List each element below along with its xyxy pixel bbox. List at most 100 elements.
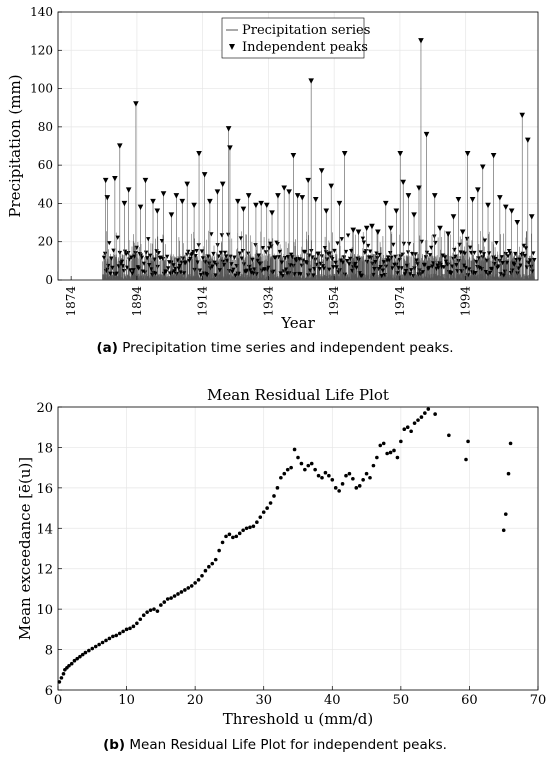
chart-a-peak-marker-minor	[131, 268, 136, 273]
chart-b-point	[220, 540, 225, 545]
chart-a-y-tick-label: 40	[38, 196, 53, 210]
chart-a-peak-marker-minor	[500, 260, 505, 266]
chart-b-point	[138, 617, 143, 622]
chart-a-peak-marker	[179, 198, 186, 205]
chart-b-point	[419, 415, 424, 419]
chart-a-peak-marker-minor	[462, 251, 468, 256]
chart-a-peak-marker-minor	[396, 265, 401, 271]
chart-a-x-tick-label: 1994	[459, 286, 473, 317]
chart-a-peak-marker-minor	[298, 272, 303, 277]
chart-a-peak-marker-minor	[478, 250, 483, 255]
chart-b-point	[344, 473, 348, 478]
chart-a-peak-marker	[519, 112, 526, 119]
chart-a-peak-marker-minor	[223, 254, 229, 259]
chart-a-peak-marker-minor	[142, 270, 148, 275]
chart-b-point	[258, 515, 263, 519]
chart-a-ticks: 0 20 40 60 80 100 120 140 1874 1894 1914 1934 1954 19…	[30, 5, 473, 317]
chart-b-point	[395, 455, 400, 460]
chart-a-peak-marker	[104, 195, 111, 201]
chart-a-peak-marker	[393, 208, 400, 214]
chart-a-peak-marker-minor	[130, 271, 135, 276]
chart-a-peak-marker-minor	[314, 262, 319, 267]
chart-a-peak-marker-minor	[171, 263, 176, 268]
chart-b-point	[506, 471, 511, 476]
chart-a-peak-marker-minor	[420, 270, 425, 275]
chart-a-peak-marker-minor	[438, 262, 443, 268]
chart-a-peak-marker-minor	[527, 258, 533, 263]
chart-b-point	[426, 407, 431, 411]
chart-a-x-axis-label: Year	[280, 314, 315, 332]
chart-a-peak-marker-minor	[133, 251, 138, 256]
chart-a-peak-marker-minor	[126, 251, 131, 256]
chart-a-peak-marker-minor	[129, 255, 134, 260]
chart-b-point	[385, 451, 389, 456]
chart-a-peak-marker-minor	[402, 272, 408, 277]
chart-b-point	[464, 457, 468, 462]
chart-a-peak-marker-minor	[136, 266, 141, 271]
chart-a-peak-marker	[464, 151, 471, 157]
chart-b-point	[423, 411, 427, 415]
chart-a-peak-marker	[514, 219, 521, 226]
chart-a-peak-marker	[437, 225, 443, 232]
chart-a-peak-marker-minor	[120, 264, 126, 269]
chart-b-point	[303, 467, 307, 472]
chart-a-peak-marker-minor	[414, 258, 419, 263]
chart-a-peak-marker	[207, 198, 213, 205]
chart-a-peak-marker-minor	[300, 258, 306, 263]
chart-a-peak-marker-minor	[507, 251, 513, 256]
chart-a-peak-marker-minor	[335, 241, 340, 246]
chart-b-point	[392, 448, 396, 453]
chart-b-point	[207, 564, 211, 569]
chart-a-peak-marker-minor	[237, 251, 242, 256]
chart-a-x-tick-label: 1954	[327, 286, 341, 317]
chart-a-peak-marker-minor	[491, 255, 496, 260]
chart-a-peak-marker-minor	[197, 268, 202, 273]
chart-a-peak-marker	[375, 229, 381, 235]
chart-a-peak-marker-minor	[227, 268, 232, 274]
chart-a-peak-marker	[258, 200, 264, 207]
chart-b-y-tick-label: 14	[36, 522, 53, 537]
chart-a-y-tick-label: 140	[30, 5, 53, 19]
chart-a-peak-marker-minor	[225, 232, 231, 237]
chart-a-peak-marker-minor	[115, 235, 120, 240]
chart-a-peak-marker-minor	[372, 267, 377, 272]
chart-a-peak-marker-minor	[400, 252, 406, 257]
chart-a-peak-marker-minor	[430, 264, 435, 269]
chart-a-peak-marker-minor	[160, 257, 166, 262]
chart-a-peak-marker	[416, 185, 422, 191]
chart-a-peak-marker-minor	[248, 268, 253, 273]
chart-a-series	[71, 38, 537, 281]
chart-a-peak-marker	[382, 200, 389, 207]
chart-b-point	[299, 461, 304, 466]
chart-a: 0 20 40 60 80 100 120 140 1874 1894 1914 1934 1954 19…	[6, 5, 539, 332]
chart-a-peak-marker-minor	[166, 266, 171, 271]
chart-b-point	[231, 535, 235, 540]
chart-b-y-tick-label: 8	[45, 644, 53, 659]
chart-b-point	[186, 586, 191, 590]
chart-a-peak-marker-minor	[426, 265, 432, 271]
chart-a-peak-marker-minor	[391, 242, 396, 247]
chart-a-peak-marker-minor	[245, 251, 251, 256]
chart-a-peak-marker	[312, 197, 319, 203]
chart-a-peak-marker	[318, 168, 325, 174]
chart-a-peak-marker-minor	[299, 263, 305, 268]
chart-a-peak-marker-minor	[530, 269, 535, 274]
chart-a-peak-marker-minor	[345, 233, 351, 238]
chart-a-peak-marker-minor	[361, 240, 367, 245]
chart-b-point	[292, 447, 297, 452]
chart-b-point	[189, 584, 194, 588]
chart-a-peak-marker	[479, 164, 486, 170]
chart-b-x-tick-label: 60	[461, 693, 478, 708]
chart-a-peak-marker-minor	[108, 271, 113, 276]
chart-a-peak-marker	[290, 152, 297, 159]
chart-a-peak-marker-minor	[321, 266, 327, 271]
chart-a-peak-marker-minor	[505, 254, 511, 259]
chart-a-peak-marker-minor	[334, 265, 339, 270]
chart-a-peak-marker-minor	[255, 258, 260, 263]
chart-a-peak-marker-minor	[250, 257, 255, 262]
chart-a-peak-marker-minor	[277, 249, 282, 255]
chart-b-point	[121, 629, 125, 634]
chart-a-peak-marker-minor	[219, 233, 225, 238]
chart-b-point	[107, 636, 112, 641]
chart-a-peak-marker	[102, 177, 109, 184]
